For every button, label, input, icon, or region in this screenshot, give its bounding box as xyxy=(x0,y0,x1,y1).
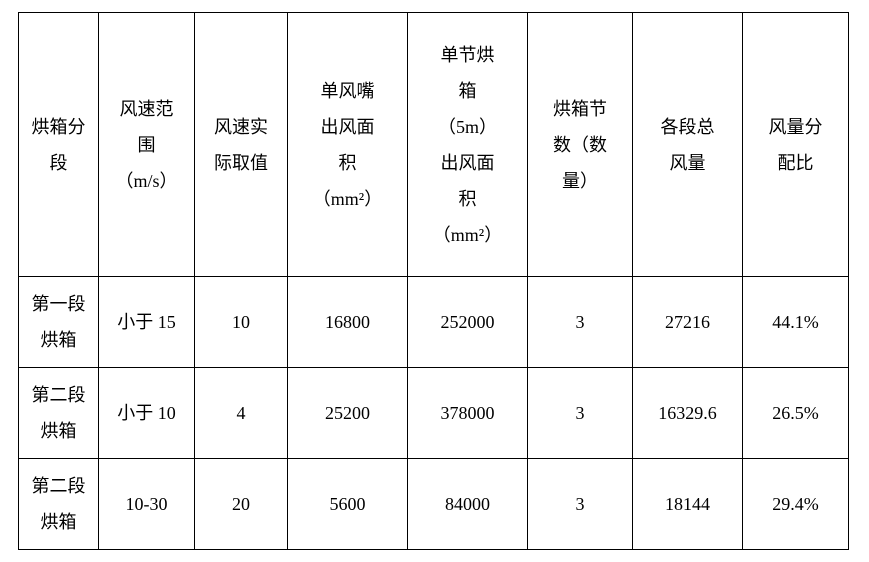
col-header-wind-actual: 风速实际取值 xyxy=(195,13,288,277)
cell: 20 xyxy=(195,459,288,550)
cell: 25200 xyxy=(288,368,408,459)
col-header-label: 烘箱分段 xyxy=(32,109,86,181)
cell: 44.1% xyxy=(743,277,849,368)
table-row: 第二段烘箱 10-30 20 5600 84000 3 18144 29.4% xyxy=(19,459,849,550)
oven-parameters-table: 烘箱分段 风速范围（m/s） 风速实际取值 单风嘴出风面积（mm²） 单节烘箱（… xyxy=(18,12,849,550)
col-header-label: 风速实际取值 xyxy=(214,109,268,181)
cell: 378000 xyxy=(408,368,528,459)
col-header-label: 风量分配比 xyxy=(769,109,823,181)
row-label: 第一段烘箱 xyxy=(19,277,99,368)
row-label-text: 第二段烘箱 xyxy=(32,385,86,441)
col-header-nozzle-area: 单风嘴出风面积（mm²） xyxy=(288,13,408,277)
table-body: 第一段烘箱 小于 15 10 16800 252000 3 27216 44.1… xyxy=(19,277,849,550)
cell: 29.4% xyxy=(743,459,849,550)
row-label-text: 第一段烘箱 xyxy=(32,294,86,350)
col-header-oven-count: 烘箱节数（数量） xyxy=(528,13,633,277)
cell: 18144 xyxy=(633,459,743,550)
cell: 10-30 xyxy=(99,459,195,550)
table-row: 第二段烘箱 小于 10 4 25200 378000 3 16329.6 26.… xyxy=(19,368,849,459)
cell: 16800 xyxy=(288,277,408,368)
page: 烘箱分段 风速范围（m/s） 风速实际取值 单风嘴出风面积（mm²） 单节烘箱（… xyxy=(0,0,869,562)
cell: 小于 10 xyxy=(99,368,195,459)
table-row: 第一段烘箱 小于 15 10 16800 252000 3 27216 44.1… xyxy=(19,277,849,368)
col-header-oven-area: 单节烘箱（5m）出风面积（mm²） xyxy=(408,13,528,277)
table-header-row: 烘箱分段 风速范围（m/s） 风速实际取值 单风嘴出风面积（mm²） 单节烘箱（… xyxy=(19,13,849,277)
col-header-wind-range: 风速范围（m/s） xyxy=(99,13,195,277)
col-header-air-ratio: 风量分配比 xyxy=(743,13,849,277)
cell: 4 xyxy=(195,368,288,459)
cell: 84000 xyxy=(408,459,528,550)
col-header-total-air: 各段总风量 xyxy=(633,13,743,277)
row-label-text: 第二段烘箱 xyxy=(32,476,86,532)
cell: 5600 xyxy=(288,459,408,550)
row-label: 第二段烘箱 xyxy=(19,459,99,550)
cell: 3 xyxy=(528,368,633,459)
col-header-label: 风速范围（m/s） xyxy=(115,91,177,199)
col-header-label: 烘箱节数（数量） xyxy=(553,91,607,199)
cell: 27216 xyxy=(633,277,743,368)
cell: 3 xyxy=(528,277,633,368)
col-header-label: 单节烘箱（5m）出风面积（mm²） xyxy=(433,37,502,253)
cell: 252000 xyxy=(408,277,528,368)
col-header-label: 单风嘴出风面积（mm²） xyxy=(313,73,382,217)
cell: 3 xyxy=(528,459,633,550)
col-header-label: 各段总风量 xyxy=(661,109,715,181)
cell: 16329.6 xyxy=(633,368,743,459)
row-label: 第二段烘箱 xyxy=(19,368,99,459)
col-header-section: 烘箱分段 xyxy=(19,13,99,277)
table-header: 烘箱分段 风速范围（m/s） 风速实际取值 单风嘴出风面积（mm²） 单节烘箱（… xyxy=(19,13,849,277)
cell: 10 xyxy=(195,277,288,368)
cell: 26.5% xyxy=(743,368,849,459)
cell: 小于 15 xyxy=(99,277,195,368)
